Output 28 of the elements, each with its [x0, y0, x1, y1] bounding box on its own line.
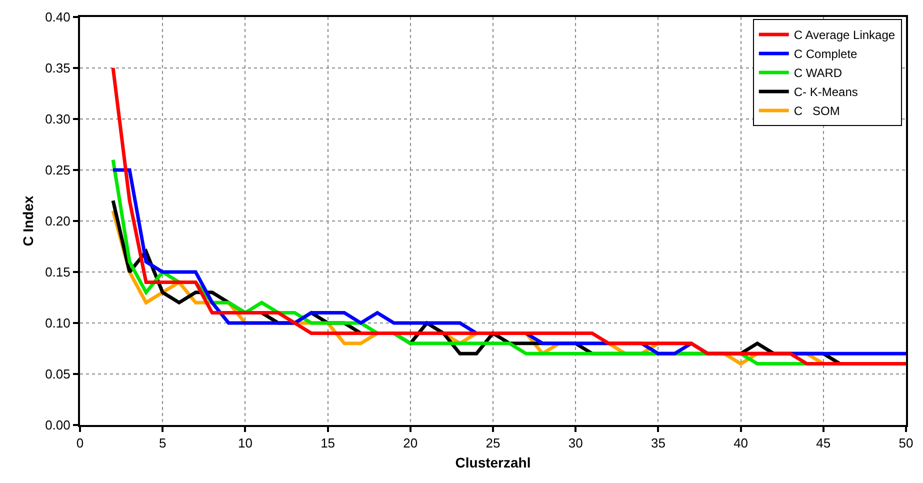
y-tick-label: 0.35	[45, 60, 70, 76]
x-tick-label: 5	[158, 436, 166, 451]
y-tick-label: 0.15	[45, 264, 70, 280]
y-tick-label: 0.10	[45, 316, 70, 331]
y-tick-label: 0.40	[45, 10, 70, 25]
x-tick-label: 15	[320, 436, 336, 451]
line-series	[111, 66, 906, 366]
legend-label: C SOM	[794, 104, 840, 118]
x-tick-label: 20	[403, 436, 418, 451]
legend-label: C Complete	[794, 47, 858, 62]
x-tick-label: 45	[816, 436, 831, 451]
y-tick-label: 0.30	[45, 112, 70, 127]
y-tick-label: 0.00	[45, 418, 70, 433]
x-tick-label: 50	[898, 436, 914, 451]
legend-label: C WARD	[794, 66, 842, 80]
x-tick-label: 40	[734, 436, 748, 451]
x-tick-label: 30	[568, 436, 583, 451]
y-tick-label: 0.20	[45, 214, 70, 229]
x-tick-label: 25	[486, 436, 500, 451]
x-tick-label: 0	[76, 436, 84, 451]
y-tick-label: 0.25	[45, 162, 70, 178]
x-axis-title: Clusterzahl	[455, 454, 531, 470]
x-tick-label: 35	[650, 436, 666, 451]
y-axis-title: C Index	[20, 196, 36, 246]
x-tick-label: 10	[238, 436, 252, 451]
legend-label: C- K-Means	[794, 85, 858, 100]
legend-label: C Average Linkage	[794, 28, 896, 42]
y-tick-label: 0.05	[45, 366, 70, 382]
